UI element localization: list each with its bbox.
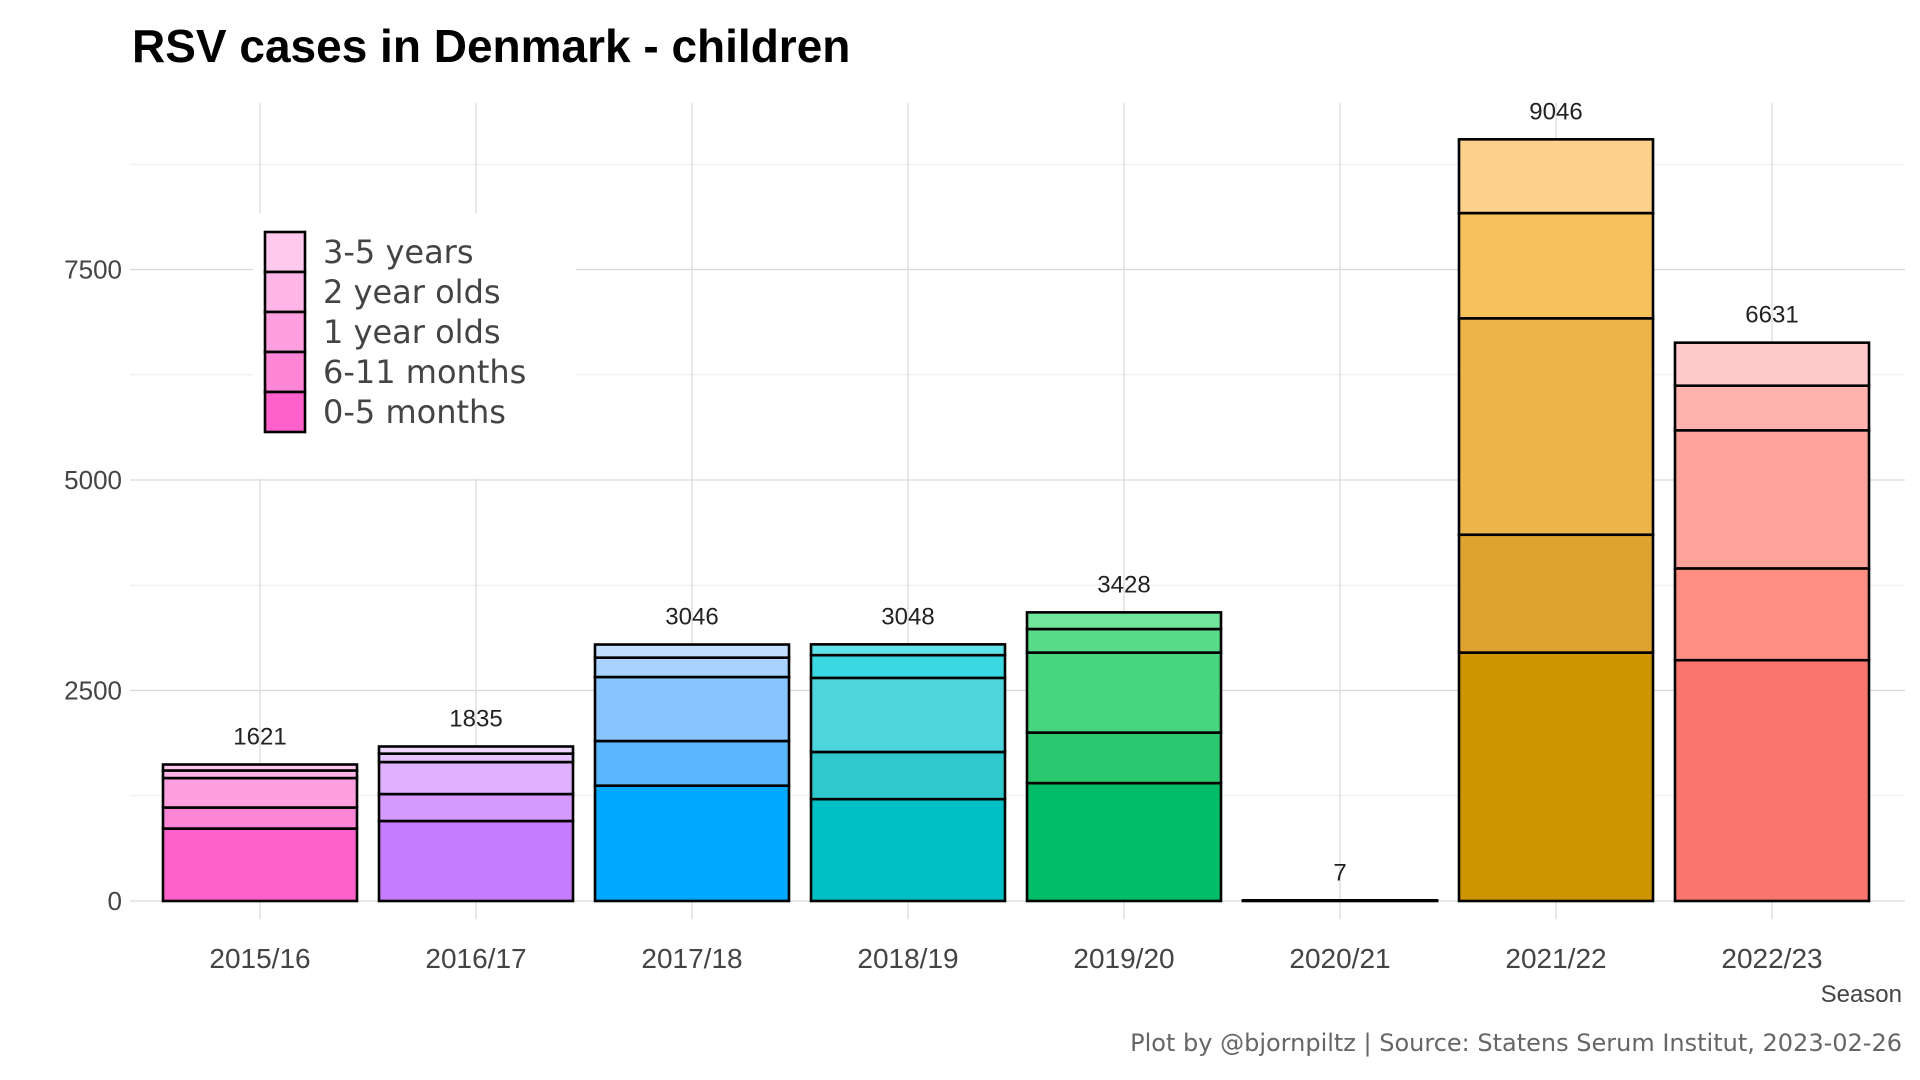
legend-swatch [263,230,307,274]
total-label: 1621 [233,724,286,751]
bar-segment [161,806,359,830]
bar-segment [1673,567,1871,662]
bar-segment [161,763,359,772]
x-tick-label: 2015/16 [209,943,310,974]
bar-segment [1457,533,1655,654]
total-label: 9046 [1529,98,1582,125]
y-tick-label: 7500 [64,255,122,285]
bar-segment [377,760,575,796]
legend-label: 2 year olds [323,273,501,311]
bar-segment [377,745,575,755]
total-label: 3048 [881,603,934,630]
total-label: 3046 [665,604,718,631]
bar-segment [593,739,791,787]
legend-swatch [263,270,307,314]
y-tick-label: 2500 [64,676,122,706]
bar-segment [1025,731,1223,785]
x-tick-label: 2020/21 [1289,943,1390,974]
x-tick-label: 2016/17 [425,943,526,974]
bar-segment [809,797,1007,903]
bar-segment [593,656,791,679]
legend-swatch [263,350,307,394]
legend-swatch [263,390,307,434]
legend-label: 3-5 years [323,233,474,271]
legend-swatch [263,310,307,354]
x-tick-label: 2017/18 [641,943,742,974]
total-label: 6631 [1745,302,1798,329]
labels-layer: 0 2500 5000 7500 2015/16 2016/17 2017/18 2018/1… [64,98,1822,974]
bar-segment [161,776,359,809]
x-tick-label: 2019/20 [1073,943,1174,974]
bar-segment [593,643,791,659]
x-axis-label: Season [1821,981,1902,1008]
legend-label: 0-5 months [323,393,506,431]
bar-segment [593,675,791,743]
legend-label: 1 year olds [323,313,501,351]
bar-segment [1673,341,1871,387]
legend-background [253,213,576,479]
bar-segment [809,643,1007,657]
total-label: 1835 [449,705,502,732]
bar-segment [1673,429,1871,570]
y-tick-label: 0 [108,886,122,916]
total-label: 7 [1333,859,1346,886]
bars-layer [161,138,1871,903]
bar-segment [1025,627,1223,654]
caption: Plot by @bjornpiltz | Source: Statens Se… [1130,1029,1902,1057]
legend-label: 6-11 months [323,353,526,391]
total-label: 3428 [1097,571,1150,598]
bar-segment [809,653,1007,680]
bar-segment [1025,611,1223,631]
x-tick-label: 2021/22 [1505,943,1606,974]
bar-segment [161,827,359,903]
bar-segment [1457,651,1655,903]
bar-segment [1025,781,1223,903]
bar-segment [1673,384,1871,432]
y-tick-label: 5000 [64,465,122,495]
bar-segment [1673,658,1871,903]
bar-segment [1457,138,1655,215]
bar-segment [1025,651,1223,734]
x-tick-label: 2018/19 [857,943,958,974]
chart-title: RSV cases in Denmark - children [132,20,850,72]
bar-segment [809,750,1007,801]
bar-segment [377,792,575,823]
bar-segment [1457,317,1655,537]
bar-segment [593,784,791,903]
bar-segment [377,819,575,903]
bar-segment [1457,211,1655,320]
bar-segment [809,676,1007,754]
x-tick-label: 2022/23 [1721,943,1822,974]
